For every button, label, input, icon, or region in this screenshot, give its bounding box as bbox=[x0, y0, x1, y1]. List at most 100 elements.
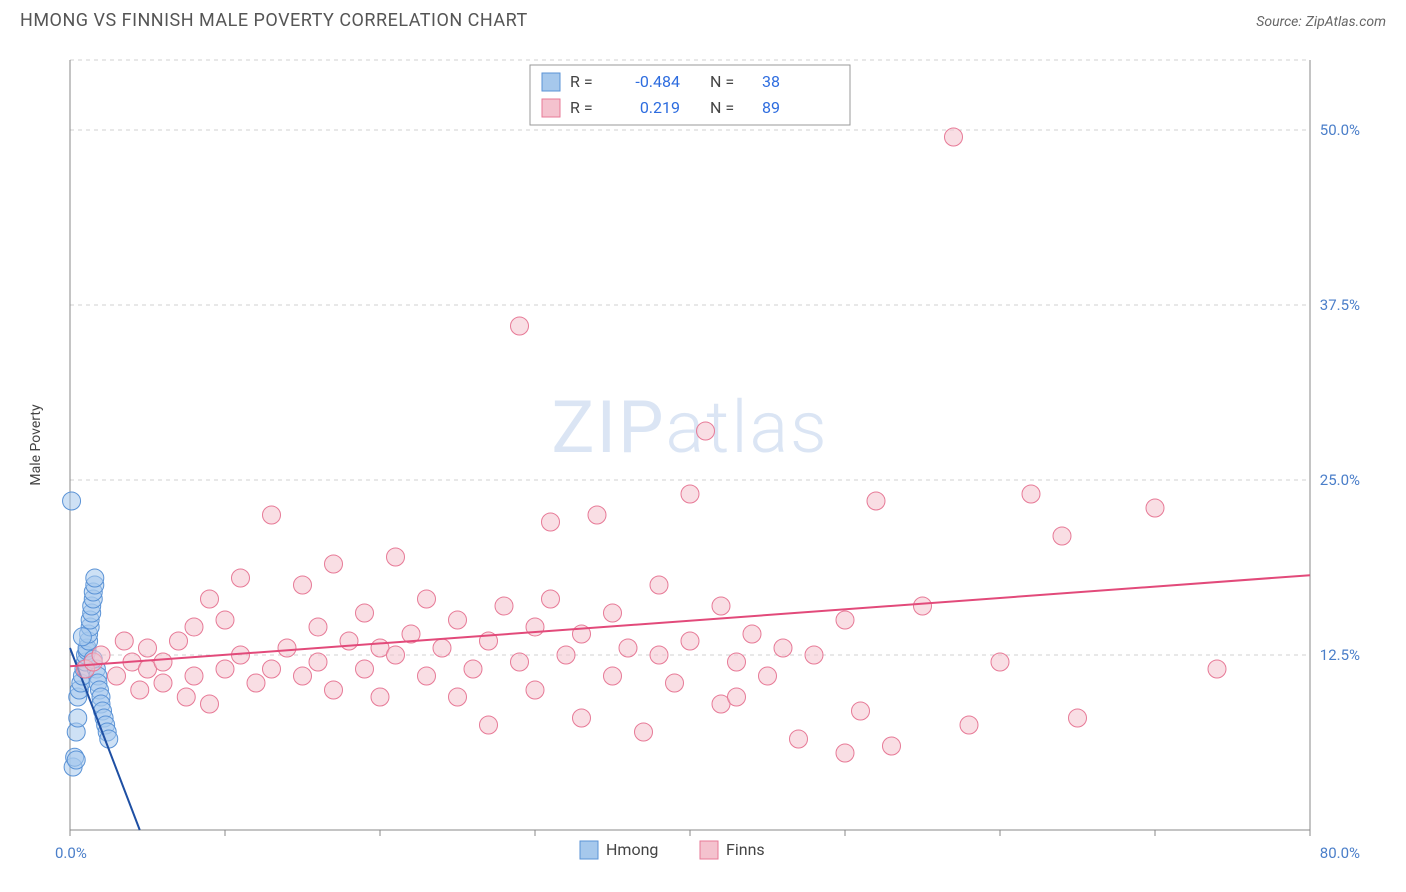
scatter-point bbox=[247, 674, 265, 692]
scatter-point bbox=[92, 646, 110, 664]
scatter-point bbox=[418, 667, 436, 685]
scatter-point bbox=[154, 653, 172, 671]
scatter-point bbox=[495, 597, 513, 615]
scatter-point bbox=[945, 128, 963, 146]
scatter-point bbox=[836, 744, 854, 762]
scatter-point bbox=[650, 646, 668, 664]
scatter-point bbox=[263, 506, 281, 524]
scatter-point bbox=[387, 548, 405, 566]
x-end-label: 80.0% bbox=[1320, 844, 1360, 862]
legend-r-value: -0.484 bbox=[635, 72, 680, 91]
series-legend-label: Hmong bbox=[606, 840, 658, 859]
legend-swatch bbox=[700, 841, 718, 859]
legend-n-value: 89 bbox=[762, 98, 780, 117]
scatter-point bbox=[309, 618, 327, 636]
scatter-point bbox=[774, 639, 792, 657]
scatter-point bbox=[728, 688, 746, 706]
correlation-scatter-chart: 12.5%25.0%37.5%50.0%ZIPatlas0.0%80.0%Mal… bbox=[20, 50, 1376, 872]
scatter-point bbox=[480, 716, 498, 734]
legend-r-label: R = bbox=[570, 72, 593, 91]
legend-n-label: N = bbox=[710, 98, 734, 117]
y-tick-label: 50.0% bbox=[1320, 121, 1360, 139]
scatter-point bbox=[201, 590, 219, 608]
scatter-point bbox=[697, 422, 715, 440]
scatter-point bbox=[650, 576, 668, 594]
scatter-point bbox=[131, 681, 149, 699]
watermark: ZIPatlas bbox=[551, 385, 828, 470]
scatter-point bbox=[681, 632, 699, 650]
scatter-point bbox=[914, 597, 932, 615]
scatter-point bbox=[635, 723, 653, 741]
scatter-point bbox=[1069, 709, 1087, 727]
scatter-point bbox=[511, 653, 529, 671]
source-label: Source: bbox=[1256, 14, 1301, 30]
scatter-point bbox=[433, 639, 451, 657]
scatter-point bbox=[991, 653, 1009, 671]
source-line: Source: ZipAtlas.com bbox=[1256, 11, 1386, 30]
scatter-point bbox=[1053, 527, 1071, 545]
scatter-point bbox=[573, 709, 591, 727]
scatter-point bbox=[418, 590, 436, 608]
source-value: ZipAtlas.com bbox=[1306, 14, 1386, 30]
scatter-point bbox=[115, 632, 133, 650]
scatter-point bbox=[356, 660, 374, 678]
scatter-point bbox=[542, 590, 560, 608]
scatter-point bbox=[216, 611, 234, 629]
scatter-point bbox=[67, 751, 85, 769]
scatter-point bbox=[960, 716, 978, 734]
y-tick-label: 12.5% bbox=[1320, 646, 1360, 664]
scatter-point bbox=[201, 695, 219, 713]
scatter-point bbox=[309, 653, 327, 671]
scatter-point bbox=[790, 730, 808, 748]
scatter-point bbox=[449, 611, 467, 629]
x-start-label: 0.0% bbox=[55, 844, 87, 862]
scatter-point bbox=[73, 628, 91, 646]
scatter-point bbox=[356, 604, 374, 622]
scatter-point bbox=[759, 667, 777, 685]
legend-r-label: R = bbox=[570, 98, 593, 117]
trend-line bbox=[70, 575, 1310, 666]
legend-swatch bbox=[542, 99, 560, 117]
scatter-point bbox=[883, 737, 901, 755]
scatter-point bbox=[449, 688, 467, 706]
legend-swatch bbox=[580, 841, 598, 859]
scatter-point bbox=[263, 660, 281, 678]
scatter-point bbox=[278, 639, 296, 657]
scatter-point bbox=[177, 688, 195, 706]
scatter-point bbox=[464, 660, 482, 678]
scatter-point bbox=[185, 667, 203, 685]
legend-n-label: N = bbox=[710, 72, 734, 91]
chart-title: HMONG VS FINNISH MALE POVERTY CORRELATIO… bbox=[20, 10, 528, 31]
scatter-point bbox=[588, 506, 606, 524]
scatter-point bbox=[340, 632, 358, 650]
scatter-point bbox=[1146, 499, 1164, 517]
legend-n-value: 38 bbox=[762, 72, 780, 91]
scatter-point bbox=[294, 667, 312, 685]
scatter-point bbox=[86, 569, 104, 587]
scatter-point bbox=[325, 555, 343, 573]
legend-r-value: 0.219 bbox=[640, 98, 680, 117]
scatter-point bbox=[69, 709, 87, 727]
scatter-point bbox=[666, 674, 684, 692]
series-legend-label: Finns bbox=[726, 840, 765, 859]
scatter-point bbox=[712, 597, 730, 615]
scatter-point bbox=[232, 569, 250, 587]
scatter-point bbox=[170, 632, 188, 650]
legend-swatch bbox=[542, 73, 560, 91]
scatter-point bbox=[557, 646, 575, 664]
scatter-point bbox=[154, 674, 172, 692]
scatter-point bbox=[604, 604, 622, 622]
y-tick-label: 25.0% bbox=[1320, 471, 1360, 489]
scatter-point bbox=[604, 667, 622, 685]
scatter-point bbox=[185, 618, 203, 636]
scatter-point bbox=[216, 660, 234, 678]
scatter-point bbox=[63, 492, 81, 510]
scatter-point bbox=[387, 646, 405, 664]
scatter-point bbox=[836, 611, 854, 629]
scatter-point bbox=[1208, 660, 1226, 678]
scatter-point bbox=[542, 513, 560, 531]
scatter-point bbox=[681, 485, 699, 503]
scatter-point bbox=[805, 646, 823, 664]
scatter-point bbox=[852, 702, 870, 720]
scatter-point bbox=[371, 688, 389, 706]
